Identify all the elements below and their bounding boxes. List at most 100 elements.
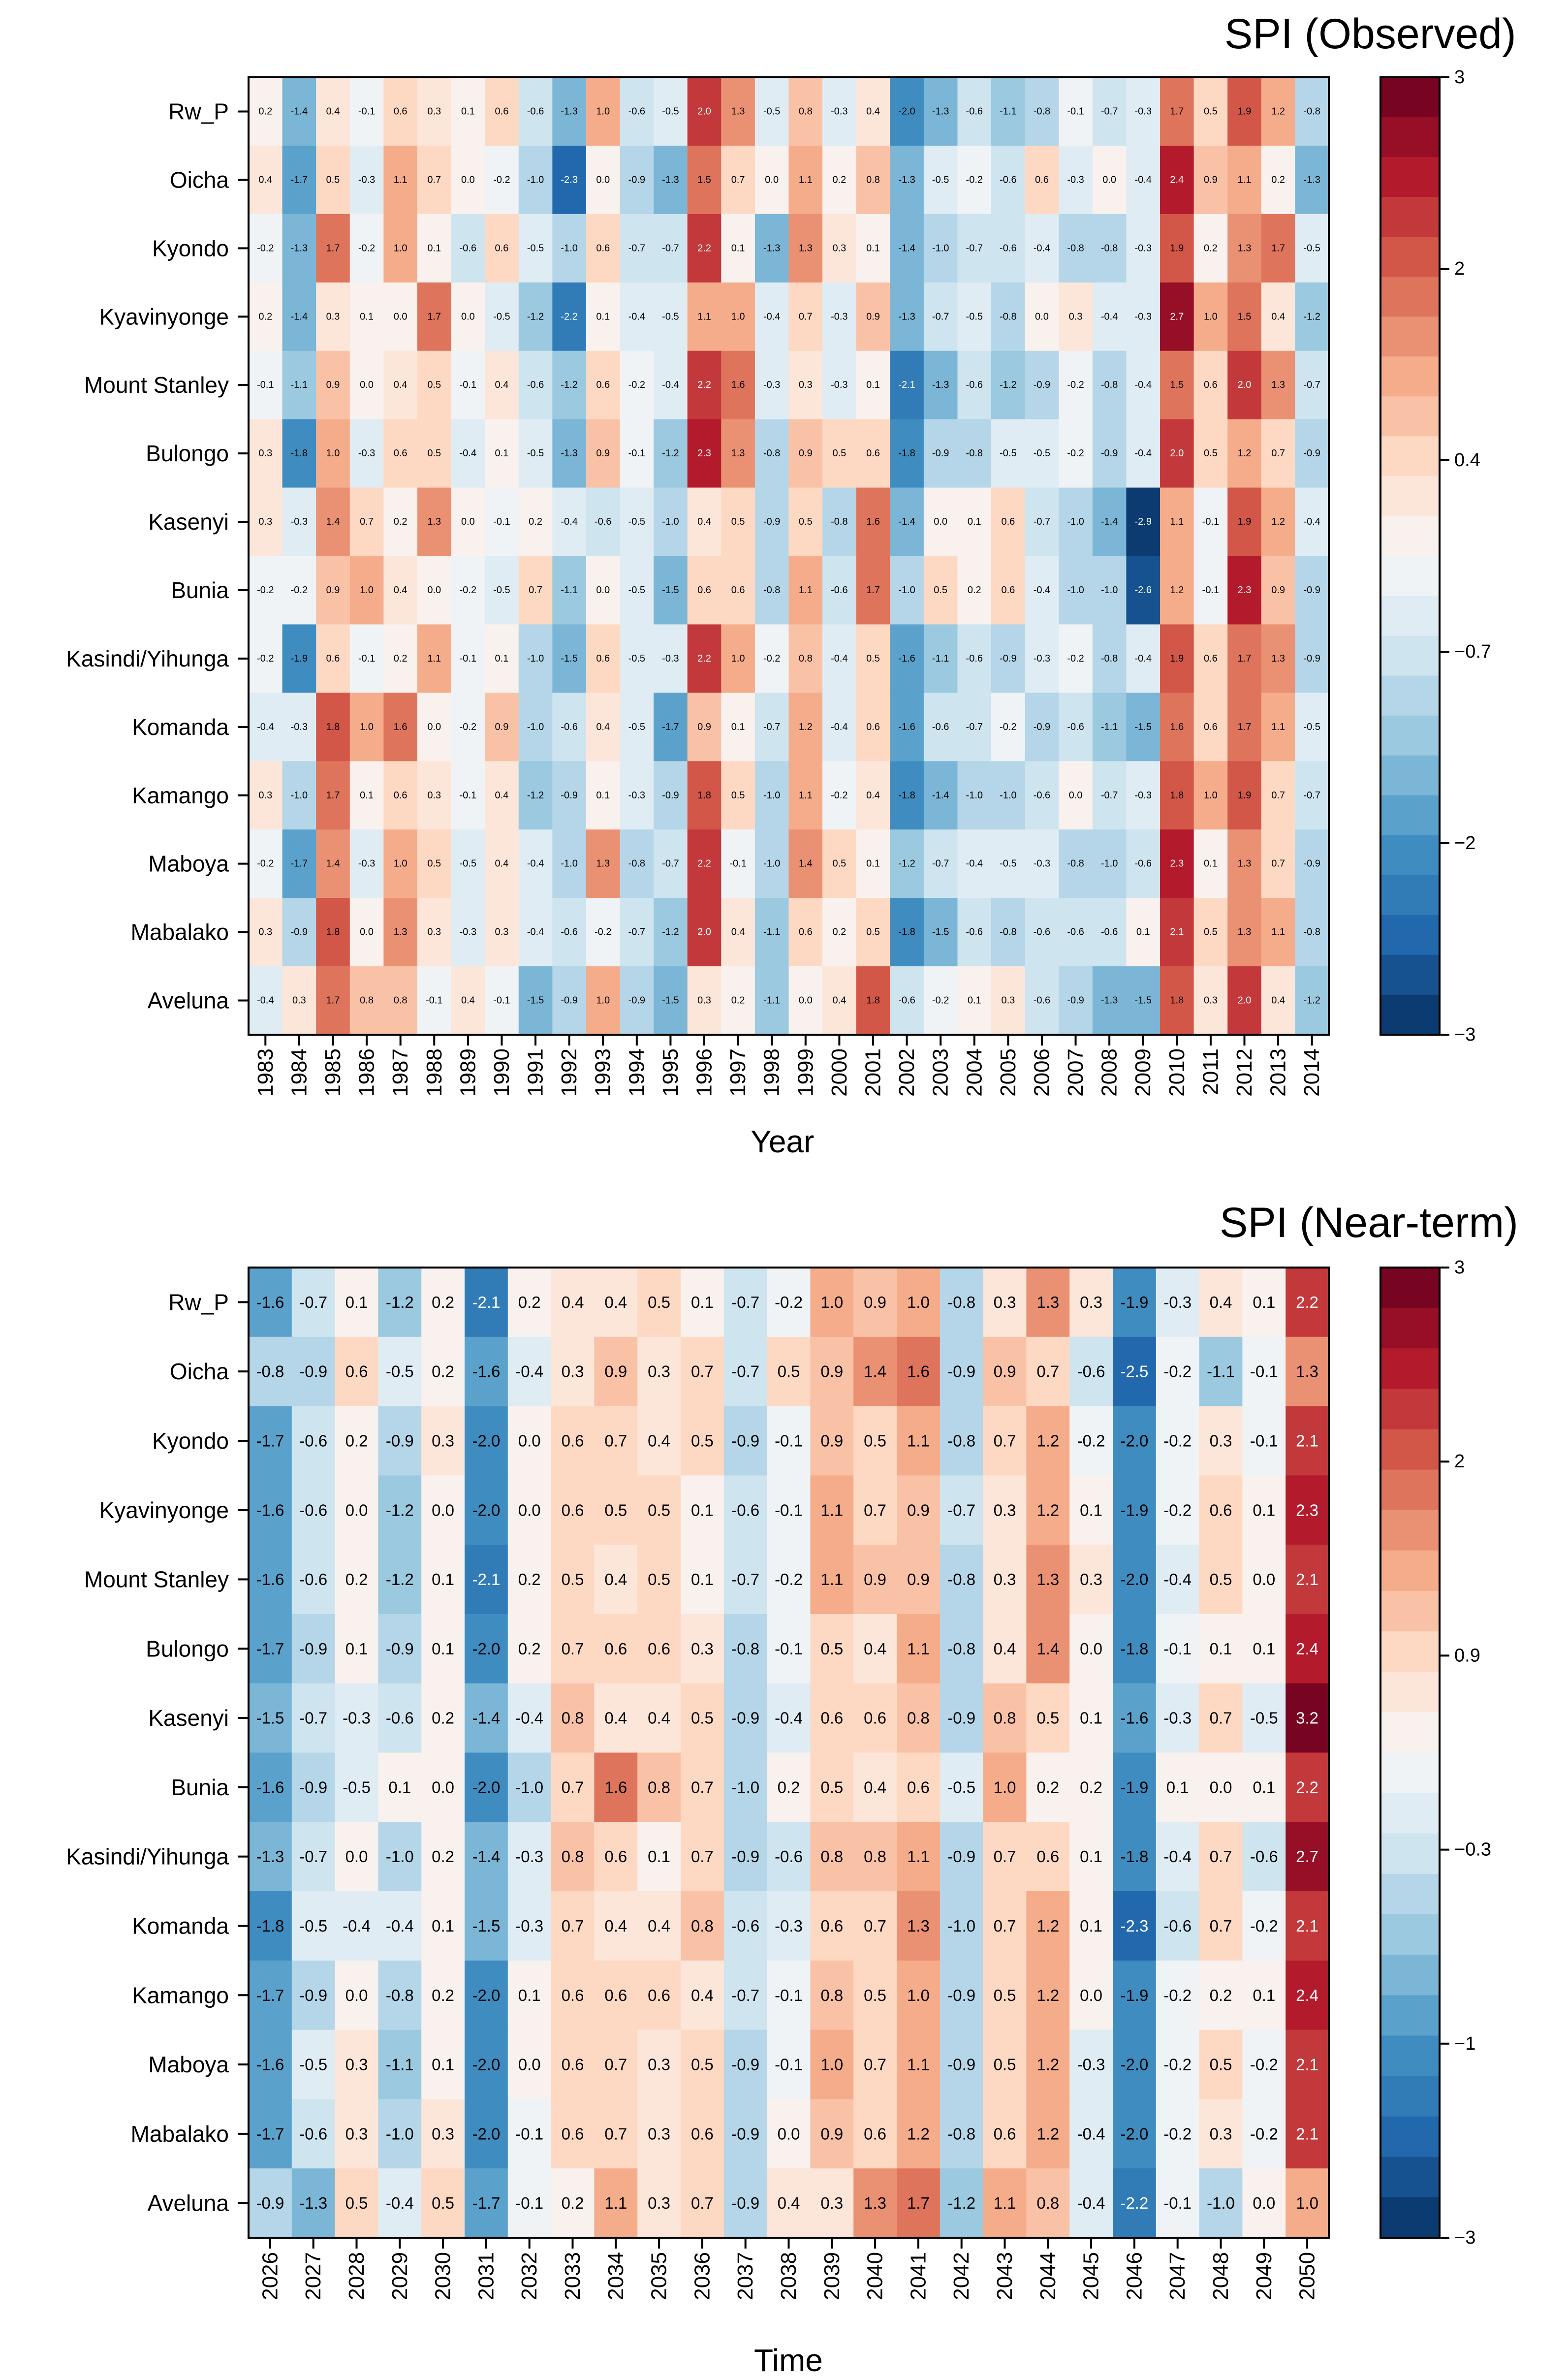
observed-colorbar-segment <box>1380 237 1440 277</box>
observed-heatmap-cell <box>383 829 418 898</box>
observed-heatmap-cell <box>417 624 452 693</box>
observed-cell-value-label: -0.6 <box>1034 927 1050 938</box>
nearterm-heatmap-cell <box>1242 1683 1286 1753</box>
observed-heatmap-cell <box>620 898 654 967</box>
observed-heatmap-cell <box>485 145 519 215</box>
observed-cell-value-label: 0.6 <box>1204 380 1218 390</box>
nearterm-heatmap-cell <box>723 1614 768 1684</box>
observed-heatmap-cell <box>754 624 789 693</box>
observed-heatmap-cell <box>890 487 924 557</box>
observed-cell-value-label: 1.1 <box>394 174 408 185</box>
observed-heatmap-cell <box>485 77 519 146</box>
observed-cell-value-label: -0.7 <box>662 243 679 254</box>
observed-heatmap-cell <box>282 556 316 625</box>
observed-cell-value-label: -0.8 <box>831 516 847 527</box>
observed-heatmap-cell <box>518 282 553 351</box>
observed-heatmap-cell <box>991 282 1026 351</box>
nearterm-cell-value-label: 1.0 <box>994 1778 1016 1796</box>
nearterm-heatmap-cell <box>1242 1475 1286 1545</box>
nearterm-colorbar-segment <box>1380 1308 1440 1349</box>
observed-cell-value-label: -0.6 <box>1067 722 1084 732</box>
observed-cell-value-label: 0.6 <box>1001 585 1015 596</box>
nearterm-heatmap-cell <box>1069 2168 1113 2238</box>
observed-heatmap-cell <box>788 693 823 761</box>
observed-heatmap-cell <box>687 77 721 146</box>
observed-heatmap-cell <box>1025 693 1059 761</box>
observed-cell-value-label: -1.0 <box>561 858 577 869</box>
nearterm-heatmap-cell <box>1113 1960 1157 2030</box>
observed-heatmap-cell <box>654 829 688 898</box>
observed-cell-value-label: -0.5 <box>966 311 983 322</box>
observed-cell-value-label: 0.3 <box>427 790 441 801</box>
observed-cell-value-label: 0.1 <box>360 790 374 801</box>
observed-heatmap-cell <box>1092 214 1127 283</box>
nearterm-cell-value-label: -2.0 <box>1120 2125 1148 2143</box>
nearterm-heatmap-cell <box>681 1960 724 2030</box>
observed-heatmap-cell <box>451 966 485 1035</box>
observed-cell-value-label: 0.5 <box>731 516 745 527</box>
nearterm-heatmap-cell <box>723 2099 768 2169</box>
nearterm-cell-value-label: 0.3 <box>648 2056 670 2074</box>
nearterm-cell-value-label: -0.9 <box>947 2056 975 2074</box>
observed-heatmap-cell <box>754 145 789 215</box>
observed-cell-value-label: 1.0 <box>360 722 374 732</box>
nearterm-heatmap-cell <box>1156 1822 1200 1892</box>
nearterm-cell-value-label: 1.1 <box>907 2056 930 2074</box>
observed-heatmap-cell <box>620 350 654 420</box>
observed-heatmap-cell <box>383 487 418 557</box>
observed-cell-value-label: 0.2 <box>394 653 408 664</box>
nearterm-cell-value-label: 1.2 <box>1036 1501 1059 1519</box>
observed-cell-value-label: -0.4 <box>1134 448 1151 459</box>
nearterm-heatmap-cell <box>421 2099 465 2169</box>
nearterm-heatmap-cell <box>983 1268 1027 1337</box>
observed-cell-value-label: 0.7 <box>1271 858 1285 869</box>
nearterm-cell-value-label: 0.5 <box>1210 2056 1232 2074</box>
nearterm-heatmap-cell <box>465 1752 508 1822</box>
nearterm-cell-value-label: -1.6 <box>256 1501 284 1519</box>
observed-cell-value-label: 0.4 <box>866 106 880 117</box>
observed-cell-value-label: -1.3 <box>898 311 915 322</box>
observed-station-label: Oicha <box>170 167 229 192</box>
nearterm-cell-value-label: -0.9 <box>386 1640 414 1658</box>
observed-heatmap-cell <box>316 966 350 1035</box>
nearterm-cell-value-label: -0.3 <box>515 1847 543 1866</box>
observed-cell-value-label: 0.9 <box>1271 585 1285 596</box>
nearterm-cell-value-label: -2.0 <box>1120 1431 1148 1450</box>
nearterm-cell-value-label: 0.8 <box>691 1917 714 1935</box>
nearterm-cell-value-label: -0.9 <box>299 1778 327 1796</box>
observed-heatmap-cell <box>1160 761 1194 830</box>
observed-cell-value-label: 0.2 <box>1204 243 1218 254</box>
observed-cell-value-label: 0.0 <box>1069 790 1083 801</box>
observed-year-label: 1999 <box>793 1048 817 1097</box>
observed-cell-value-label: 0.5 <box>934 585 947 596</box>
observed-cell-value-label: -1.3 <box>932 380 949 390</box>
observed-colorbar-segment <box>1380 755 1440 796</box>
observed-heatmap-cell <box>1126 693 1160 761</box>
observed-cell-value-label: -1.0 <box>662 516 679 527</box>
nearterm-colorbar-tick-label: 3 <box>1454 1257 1465 1278</box>
nearterm-heatmap-cell <box>897 1683 941 1753</box>
observed-year-label: 1989 <box>456 1048 480 1097</box>
observed-cell-value-label: 0.0 <box>360 927 374 938</box>
observed-heatmap-cell <box>1261 966 1295 1035</box>
observed-colorbar-tick-label: 3 <box>1454 67 1465 88</box>
observed-heatmap-cell <box>957 77 992 146</box>
nearterm-heatmap-cell <box>335 1822 378 1892</box>
observed-cell-value-label: 0.1 <box>866 380 880 390</box>
nearterm-heatmap-cell <box>551 2030 595 2100</box>
nearterm-heatmap-cell <box>897 1545 941 1615</box>
nearterm-cell-value-label: -1.8 <box>1120 1640 1148 1658</box>
nearterm-year-label: 2028 <box>345 2252 369 2300</box>
observed-cell-value-label: 0.0 <box>1035 311 1049 322</box>
observed-heatmap-cell <box>923 214 958 283</box>
nearterm-cell-value-label: 0.1 <box>1080 1917 1102 1935</box>
observed-cell-value-label: 2.3 <box>1238 585 1252 596</box>
nearterm-cell-value-label: 0.7 <box>1210 1709 1232 1727</box>
observed-heatmap-cell <box>282 419 316 488</box>
nearterm-heatmap-cell <box>421 1683 465 1753</box>
observed-heatmap-cell <box>1126 419 1160 488</box>
nearterm-cell-value-label: -0.4 <box>775 1709 803 1727</box>
nearterm-cell-value-label: -0.6 <box>299 1570 327 1588</box>
nearterm-heatmap-cell <box>897 1614 941 1684</box>
observed-cell-value-label: 1.1 <box>799 585 813 596</box>
